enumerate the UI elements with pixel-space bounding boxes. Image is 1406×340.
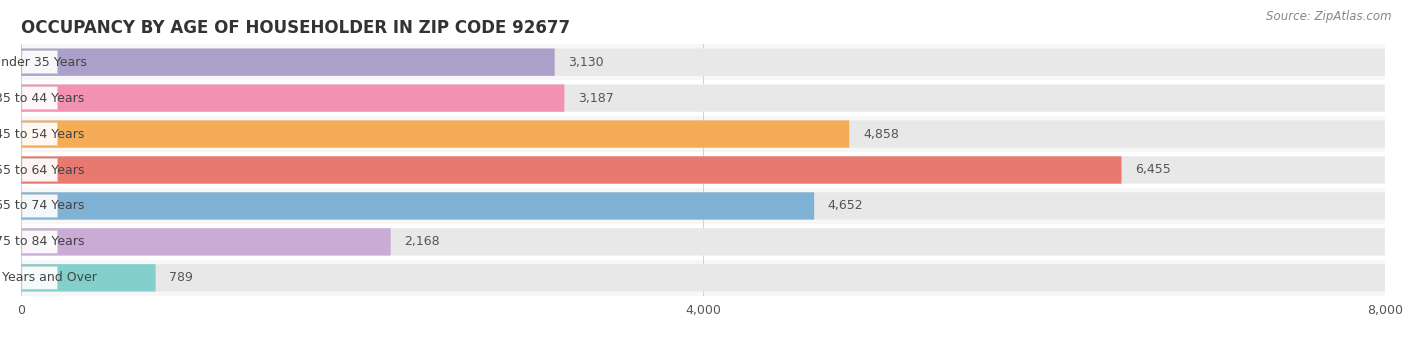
FancyBboxPatch shape xyxy=(21,80,1385,116)
Text: 65 to 74 Years: 65 to 74 Years xyxy=(0,200,84,212)
FancyBboxPatch shape xyxy=(21,116,1385,152)
Text: 75 to 84 Years: 75 to 84 Years xyxy=(0,235,84,249)
Text: 2,168: 2,168 xyxy=(405,235,440,249)
FancyBboxPatch shape xyxy=(21,44,1385,80)
Text: Under 35 Years: Under 35 Years xyxy=(0,56,87,69)
Text: 3,187: 3,187 xyxy=(578,91,614,105)
FancyBboxPatch shape xyxy=(22,51,58,74)
Text: 35 to 44 Years: 35 to 44 Years xyxy=(0,91,84,105)
FancyBboxPatch shape xyxy=(21,264,156,291)
Text: 4,652: 4,652 xyxy=(828,200,863,212)
FancyBboxPatch shape xyxy=(21,260,1385,296)
FancyBboxPatch shape xyxy=(22,122,58,146)
Text: 6,455: 6,455 xyxy=(1135,164,1171,176)
FancyBboxPatch shape xyxy=(22,231,58,253)
Text: 3,130: 3,130 xyxy=(568,56,605,69)
FancyBboxPatch shape xyxy=(21,84,564,112)
FancyBboxPatch shape xyxy=(21,188,1385,224)
FancyBboxPatch shape xyxy=(21,120,849,148)
FancyBboxPatch shape xyxy=(21,156,1122,184)
Text: 85 Years and Over: 85 Years and Over xyxy=(0,271,97,284)
FancyBboxPatch shape xyxy=(21,152,1385,188)
FancyBboxPatch shape xyxy=(21,49,1385,76)
FancyBboxPatch shape xyxy=(22,87,58,109)
FancyBboxPatch shape xyxy=(22,158,58,182)
FancyBboxPatch shape xyxy=(21,156,1385,184)
FancyBboxPatch shape xyxy=(21,192,814,220)
FancyBboxPatch shape xyxy=(21,84,1385,112)
FancyBboxPatch shape xyxy=(22,194,58,218)
Text: Source: ZipAtlas.com: Source: ZipAtlas.com xyxy=(1267,10,1392,23)
FancyBboxPatch shape xyxy=(21,228,1385,256)
Text: OCCUPANCY BY AGE OF HOUSEHOLDER IN ZIP CODE 92677: OCCUPANCY BY AGE OF HOUSEHOLDER IN ZIP C… xyxy=(21,19,571,37)
Text: 789: 789 xyxy=(169,271,193,284)
FancyBboxPatch shape xyxy=(21,49,555,76)
FancyBboxPatch shape xyxy=(21,224,1385,260)
Text: 4,858: 4,858 xyxy=(863,128,898,140)
FancyBboxPatch shape xyxy=(21,228,391,256)
Text: 45 to 54 Years: 45 to 54 Years xyxy=(0,128,84,140)
Text: 55 to 64 Years: 55 to 64 Years xyxy=(0,164,84,176)
FancyBboxPatch shape xyxy=(21,192,1385,220)
FancyBboxPatch shape xyxy=(21,120,1385,148)
FancyBboxPatch shape xyxy=(22,266,58,289)
FancyBboxPatch shape xyxy=(21,264,1385,291)
